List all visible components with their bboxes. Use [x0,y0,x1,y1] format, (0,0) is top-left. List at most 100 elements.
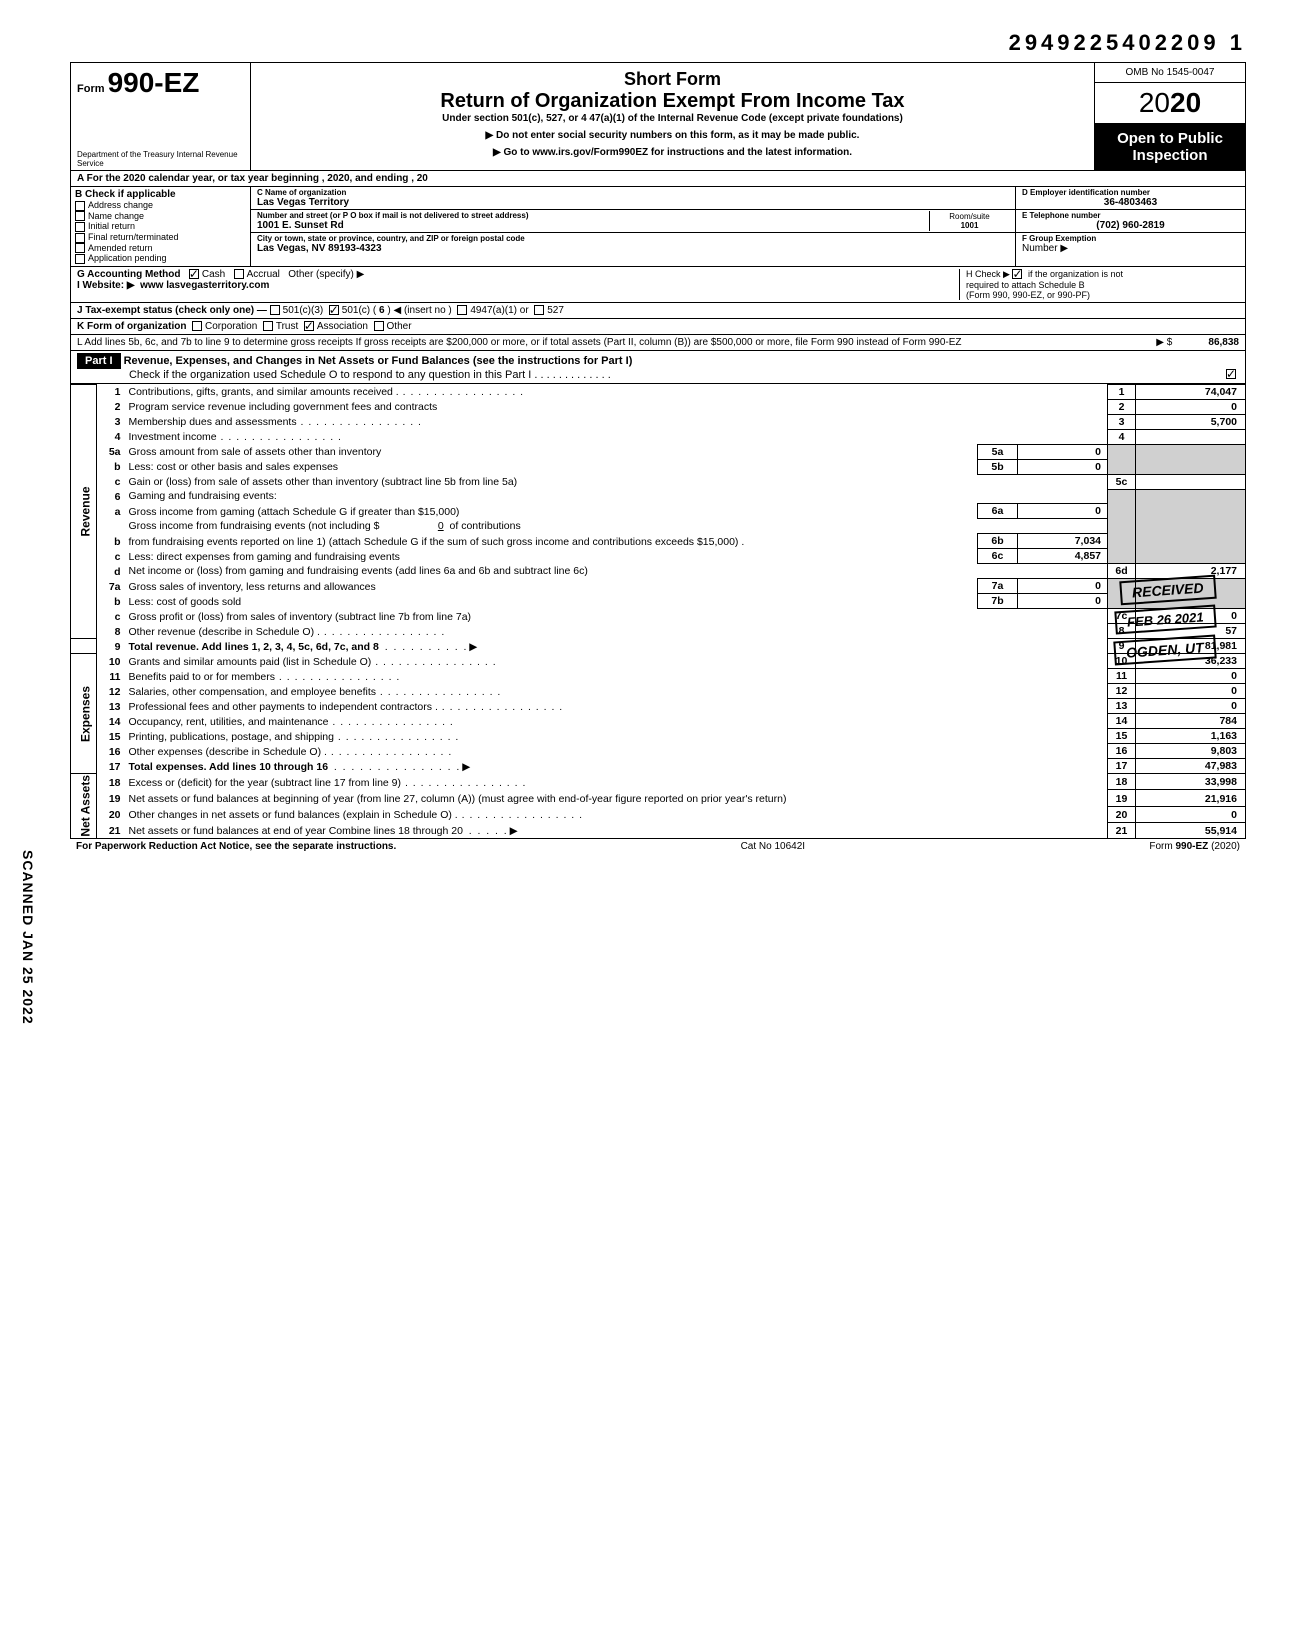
ln6c-desc: Less: direct expenses from gaming and fu… [129,551,400,563]
ln1-num: 1 [97,384,125,399]
ln15-amt: 1,163 [1136,729,1246,744]
ln10-desc: Grants and similar amounts paid (list in… [129,656,497,668]
i-label: I Website: ▶ [77,280,135,291]
ln5a-desc: Gross amount from sale of assets other t… [129,446,382,458]
h-text3: required to attach Schedule B [966,280,1085,290]
ln16-box: 16 [1108,744,1136,759]
part-i-check: Check if the organization used Schedule … [129,369,611,381]
ln19-amt: 21,916 [1136,790,1246,806]
chk-address-change[interactable] [75,201,85,211]
chk-assoc[interactable] [304,321,314,331]
scanned-stamp: SCANNED JAN 25 2022 [20,850,36,1025]
k-other: Other [387,321,412,332]
shade-5 [1108,444,1136,474]
ln8-desc: Other revenue (describe in Schedule O) . [129,626,446,638]
header-middle: Short Form Return of Organization Exempt… [251,63,1095,170]
f-lbl2: Number ▶ [1022,243,1068,254]
ln6b-num: b [97,519,125,549]
chk-4947[interactable] [457,305,467,315]
ln7a-sa: 0 [1018,579,1108,594]
ln7b-sb: 7b [978,594,1018,609]
ln21-num: 21 [97,822,125,838]
chk-other[interactable] [374,321,384,331]
ln1-box: 1 [1108,384,1136,399]
chk-name-change[interactable] [75,211,85,221]
chk-accrual[interactable] [234,269,244,279]
tax-year: 2020 [1095,83,1245,124]
b-item-0: Address change [88,200,153,210]
ln2-desc: Program service revenue including govern… [129,401,438,413]
ln6b-desc: Gross income from fundraising events (no… [129,520,380,532]
ln3-desc: Membership dues and assessments [129,416,422,428]
ln4-desc: Investment income [129,431,342,443]
row-j: J Tax-exempt status (check only one) — 5… [70,303,1246,319]
ln6d-num: d [97,564,125,579]
ln20-desc: Other changes in net assets or fund bala… [129,809,584,821]
chk-trust[interactable] [263,321,273,331]
b-item-5: Application pending [88,253,167,263]
chk-application-pending[interactable] [75,254,85,264]
k-trust: Trust [276,321,298,332]
omb-number: OMB No 1545-0047 [1095,63,1245,83]
part-i-title: Revenue, Expenses, and Changes in Net As… [124,355,633,367]
c-name-lbl: C Name of organization [257,188,1009,197]
ln18-desc: Excess or (deficit) for the year (subtra… [129,777,527,789]
chk-cash[interactable] [189,269,199,279]
ln9-desc: Total revenue. Add lines 1, 2, 3, 4, 5c,… [129,641,379,653]
ln6b-desc3: from fundraising events reported on line… [129,536,745,548]
open-to-public: Open to Public Inspection [1095,124,1245,170]
note-ssn: ▶ Do not enter social security numbers o… [259,130,1086,141]
h-text4: (Form 990, 990-EZ, or 990-PF) [966,290,1090,300]
chk-initial-return[interactable] [75,222,85,232]
ln11-box: 11 [1108,669,1136,684]
footer-right: Form 990-EZ (2020) [1149,841,1240,852]
shade-6-amt [1136,489,1246,564]
h-text2: if the organization is not [1028,269,1123,279]
ln16-desc: Other expenses (describe in Schedule O) … [129,746,453,758]
ln5c-box: 5c [1108,474,1136,489]
ln2-box: 2 [1108,399,1136,414]
ln12-box: 12 [1108,684,1136,699]
l-amt: 86,838 [1208,337,1239,348]
ln6a-sb: 6a [978,504,1018,519]
row-a-tax-year: A For the 2020 calendar year, or tax yea… [70,171,1246,187]
ln6a-num: a [97,504,125,519]
ln7c-desc: Gross profit or (loss) from sales of inv… [129,611,472,623]
k-corp: Corporation [205,321,257,332]
ln13-amt: 0 [1136,699,1246,714]
ln17-box: 17 [1108,759,1136,774]
ln21-desc: Net assets or fund balances at end of ye… [129,825,463,837]
header-left: Form 990-EZ Department of the Treasury I… [71,63,251,170]
j-label: J Tax-exempt status (check only one) — [77,305,267,316]
ln13-num: 13 [97,699,125,714]
shade-5-amt [1136,444,1246,474]
form-label: Form [77,83,105,95]
ln15-num: 15 [97,729,125,744]
subtitle: Under section 501(c), 527, or 4 47(a)(1)… [259,113,1086,124]
part-i-tag: Part I [77,353,121,369]
ln14-desc: Occupancy, rent, utilities, and maintena… [129,716,454,728]
ln11-amt: 0 [1136,669,1246,684]
room-lbl: Room/suite [949,212,989,221]
chk-501c[interactable] [329,305,339,315]
ln5c-amt [1136,474,1246,489]
g-cash: Cash [202,269,225,280]
chk-527[interactable] [534,305,544,315]
chk-corp[interactable] [192,321,202,331]
ln10-num: 10 [97,654,125,669]
chk-501c3[interactable] [270,305,280,315]
k-label: K Form of organization [77,321,186,332]
note-url: ▶ Go to www.irs.gov/Form990EZ for instru… [259,147,1086,158]
chk-final-return[interactable] [75,233,85,243]
b-item-4: Amended return [88,243,153,253]
ln6a-desc: Gross income from gaming (attach Schedul… [129,506,460,518]
b-item-3: Final return/terminated [88,232,179,242]
ln21-amt: 55,914 [1136,822,1246,838]
chk-amended-return[interactable] [75,243,85,253]
ln7b-desc: Less: cost of goods sold [129,596,242,608]
chk-schedule-o[interactable] [1226,369,1236,379]
header-right: OMB No 1545-0047 2020 Open to Public Ins… [1095,63,1245,170]
g-accrual: Accrual [247,269,280,280]
chk-schedule-b[interactable] [1012,269,1022,279]
ln3-amt: 5,700 [1136,414,1246,429]
